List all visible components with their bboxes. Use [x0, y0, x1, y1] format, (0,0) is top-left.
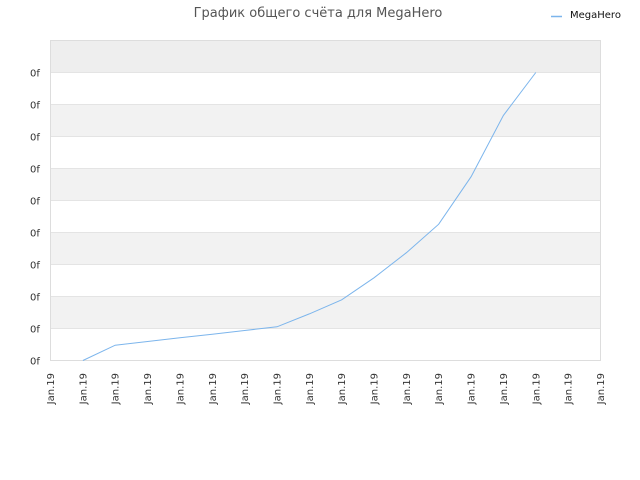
plot-band — [50, 136, 601, 169]
legend: MegaHero — [551, 10, 621, 21]
x-tick-label: Jan.19 — [596, 373, 607, 405]
plot-band — [50, 264, 601, 297]
x-tick-label: Jan.19 — [499, 373, 510, 405]
plot-band — [50, 168, 601, 201]
x-tick-label: Jan.19 — [434, 373, 445, 405]
chart-title: График общего счёта для MegaHero — [194, 6, 443, 21]
y-tick-label: 0f — [30, 133, 40, 144]
x-tick-label: Jan.19 — [272, 373, 283, 405]
y-tick-label: 0f — [30, 165, 40, 176]
x-tick-label: Jan.19 — [467, 373, 478, 405]
plot-bands — [50, 40, 601, 361]
series-line-megahero — [82, 72, 537, 361]
plot-band — [50, 232, 601, 265]
x-tick-label: Jan.19 — [208, 373, 219, 405]
legend-label-megahero: MegaHero — [570, 10, 621, 21]
plot-frame — [50, 40, 601, 361]
x-tick-label: Jan.19 — [143, 373, 154, 405]
x-axis-ticks: Jan.19 Jan.19 Jan.19 Jan.19 Jan.19 Jan.19 Jan.… — [46, 373, 607, 405]
y-tick-label: 0f — [30, 261, 40, 272]
y-tick-label: 0f — [30, 293, 40, 304]
x-tick-label: Jan.19 — [78, 373, 89, 405]
plot-band — [50, 328, 601, 361]
y-tick-label: 0f — [30, 197, 40, 208]
y-tick-label: 0f — [30, 229, 40, 240]
x-tick-label: Jan.19 — [175, 373, 186, 405]
x-tick-label: Jan.19 — [337, 373, 348, 405]
x-tick-label: Jan.19 — [305, 373, 316, 405]
y-tick-label: 0f — [30, 101, 40, 112]
y-tick-label: 0f — [30, 69, 40, 80]
plot-band — [50, 104, 601, 137]
plot-band — [50, 200, 601, 233]
x-tick-label: Jan.19 — [111, 373, 122, 405]
plot-band — [50, 40, 601, 73]
x-tick-label: Jan.19 — [370, 373, 381, 405]
y-axis-ticks: 0f 0f 0f 0f 0f 0f 0f 0f 0f 0f — [30, 69, 40, 368]
plot-band — [50, 296, 601, 329]
y-tick-label: 0f — [30, 325, 40, 336]
x-tick-label: Jan.19 — [402, 373, 413, 405]
x-tick-label: Jan.19 — [564, 373, 575, 405]
y-tick-label: 0f — [30, 357, 40, 368]
x-tick-label: Jan.19 — [531, 373, 542, 405]
plot-band — [50, 72, 601, 105]
x-tick-label: Jan.19 — [240, 373, 251, 405]
x-tick-label: Jan.19 — [46, 373, 57, 405]
series-layer — [82, 72, 537, 361]
